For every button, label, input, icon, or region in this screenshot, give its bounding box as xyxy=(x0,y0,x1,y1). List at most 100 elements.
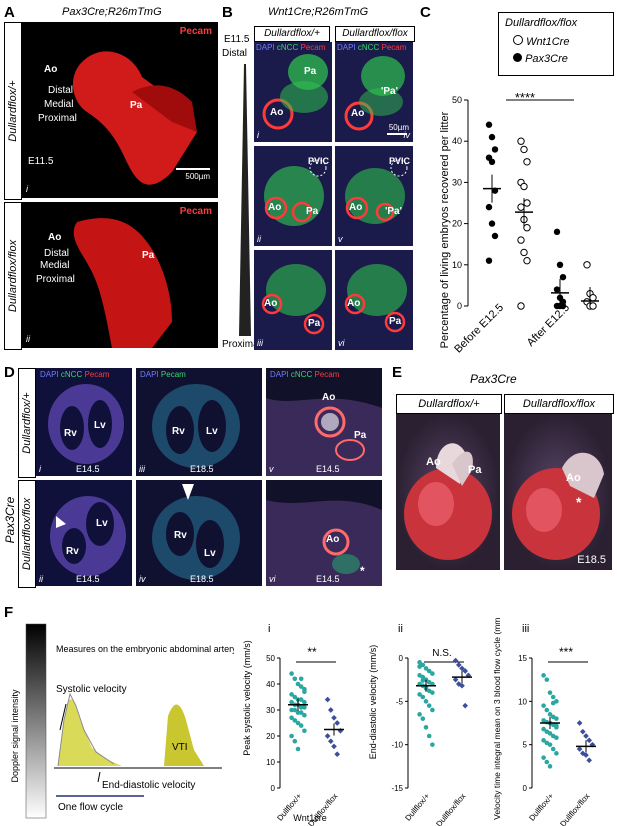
f-point-flox-het xyxy=(420,694,426,700)
f-point-flox-flox xyxy=(576,746,583,752)
panel-a-row-i-label: Dullardflox/+ xyxy=(4,22,22,200)
f-y-tick-label: -10 xyxy=(391,741,403,750)
roman-b-iv: iv xyxy=(403,130,411,140)
f-point-flox-het xyxy=(541,755,546,760)
f-y-tick-label: -15 xyxy=(391,784,403,793)
panel-a-letter: A xyxy=(4,4,15,21)
stage-d-iii: E18.5 xyxy=(190,464,214,474)
f-point-flox-flox xyxy=(586,737,593,744)
vessel-render-ii xyxy=(73,218,172,348)
rv-label-d-i: Rv xyxy=(64,428,77,439)
systolic-label: Systolic velocity xyxy=(56,684,127,695)
f-point-flox-het xyxy=(302,686,307,692)
f-point-flox-het xyxy=(423,699,429,704)
f-point-flox-flox xyxy=(576,720,583,726)
c-point-wnt1 xyxy=(523,256,531,265)
pecam-label-a-i: Pecam xyxy=(179,26,212,37)
panel-e-letter: E xyxy=(392,364,403,381)
f-point-flox-het xyxy=(302,728,307,734)
ao-label-e-left: Ao xyxy=(426,456,441,468)
pa-label-a-i: Pa xyxy=(130,100,143,111)
c-point-pax3 xyxy=(485,121,493,128)
channel-label-d-i: DAPI cNCC Pecam xyxy=(40,370,110,379)
f-point-flox-flox xyxy=(583,752,589,758)
channel-label-d-iii: DAPI Pecam xyxy=(140,370,186,379)
panel-d-letter: D xyxy=(4,364,15,381)
f-x-label-het: Dullflox/+ xyxy=(403,791,431,822)
distal-label-a-ii: Distal xyxy=(44,248,70,259)
panel-b-title: Wnt1Cre;R26mTmG xyxy=(268,6,369,18)
f-y-tick-label: 50 xyxy=(266,654,275,663)
scale-bar-a xyxy=(176,168,210,170)
c-point-wnt1 xyxy=(589,302,597,310)
f-point-flox-flox xyxy=(462,702,469,709)
c-point-wnt1 xyxy=(583,261,591,269)
c-point-wnt1 xyxy=(517,236,525,244)
panel-c-cat2: After E12.5 xyxy=(525,302,572,349)
vessel-render-i xyxy=(72,51,197,185)
f-point-flox-het xyxy=(430,671,435,676)
rv-label-d-iii: Rv xyxy=(172,426,185,437)
c-point-pax3 xyxy=(553,228,561,236)
f-y-tick-label: 30 xyxy=(266,706,275,715)
panel-f-chart-ii: ii End-diastolic velocity (mm/s) N.S. -1… xyxy=(368,623,472,826)
roman-d-iii: iii xyxy=(139,464,145,474)
pa-label-e-left: Pa xyxy=(468,464,482,476)
f-point-flox-het xyxy=(417,692,422,697)
pa-label-b-i: Pa xyxy=(304,66,317,77)
panel-b-col-right: Dullardflox/flox xyxy=(335,26,415,42)
roman-a-i: i xyxy=(26,184,28,194)
panel-b-image-iv: DAPI cNCC Pecam 'Pa' Ao 50µm iv xyxy=(335,42,413,142)
lv-label-d-iv: Lv xyxy=(204,548,216,559)
roman-b-v: v xyxy=(338,234,343,244)
scale-bar-b xyxy=(387,133,407,135)
f1-sig: ** xyxy=(307,645,317,659)
roman-d-i: i xyxy=(39,464,41,474)
f-point-flox-het xyxy=(430,690,435,695)
panel-e-left-label: Dullardflox/+ xyxy=(396,394,502,414)
f-point-flox-het xyxy=(430,742,435,747)
f-point-flox-het xyxy=(302,699,307,705)
panel-e-right-label: Dullardflox/flox xyxy=(504,394,614,414)
f-point-flox-flox xyxy=(331,714,337,721)
f-point-flox-het xyxy=(295,720,301,726)
pvic-label-b-ii: PVIC xyxy=(308,156,330,166)
panel-d-image-ii: Lv Rv E14.5 ii xyxy=(36,480,132,586)
panel-a-row-ii-label: Dullardflox/flox xyxy=(4,202,22,350)
f-point-flox-het xyxy=(295,746,301,752)
c-point-pax3 xyxy=(485,203,493,211)
panel-a-3d-image-ii: Pecam Ao Pa Distal Medial Proximal ii xyxy=(22,202,218,348)
scheme-title-line: Measures on the embryonic abdominal arte… xyxy=(56,644,234,654)
f-point-flox-het xyxy=(544,759,550,765)
rv-label-d-iv: Rv xyxy=(174,530,187,541)
legend-wnt-label: Wnt1Cre xyxy=(526,36,570,48)
f-point-flox-het xyxy=(295,681,301,687)
f3-ylabel: Velocity time integral mean on 3 blood f… xyxy=(492,618,502,820)
f-point-flox-het xyxy=(292,707,298,713)
f-point-flox-het xyxy=(295,710,301,715)
f-point-flox-flox xyxy=(334,720,341,726)
f-point-flox-het xyxy=(541,726,546,732)
lv-label-d-iii: Lv xyxy=(206,426,218,437)
legend-title: Dullardflox/flox xyxy=(505,17,578,29)
f1-ylabel: Peak systolic velocity (mm/s) xyxy=(242,640,252,756)
c-y-tick-label: 30 xyxy=(452,177,462,187)
c-point-wnt1 xyxy=(520,248,528,257)
panel-b-letter: B xyxy=(222,4,233,21)
distal-proximal-gradient xyxy=(239,64,251,336)
f-point-flox-het xyxy=(426,668,432,674)
ao-label-e-right: Ao xyxy=(566,472,581,484)
panel-f-chart-i: i Peak systolic velocity (mm/s) ** Wnt1c… xyxy=(242,623,344,826)
flowcycle-label: One flow cycle xyxy=(58,802,123,813)
lv-label-d-ii: Lv xyxy=(96,518,108,529)
f2-roman: ii xyxy=(398,623,403,635)
c-point-wnt1 xyxy=(517,302,525,310)
roman-b-vi: vi xyxy=(338,338,345,348)
c-point-pax3 xyxy=(491,232,499,240)
c-point-wnt1 xyxy=(520,145,528,154)
f3-roman: iii xyxy=(522,623,529,635)
f-point-flox-het xyxy=(423,666,429,671)
f-point-flox-flox xyxy=(327,707,334,713)
c-point-pax3 xyxy=(488,158,496,165)
scale-label-a-i: 500µm xyxy=(185,172,210,181)
